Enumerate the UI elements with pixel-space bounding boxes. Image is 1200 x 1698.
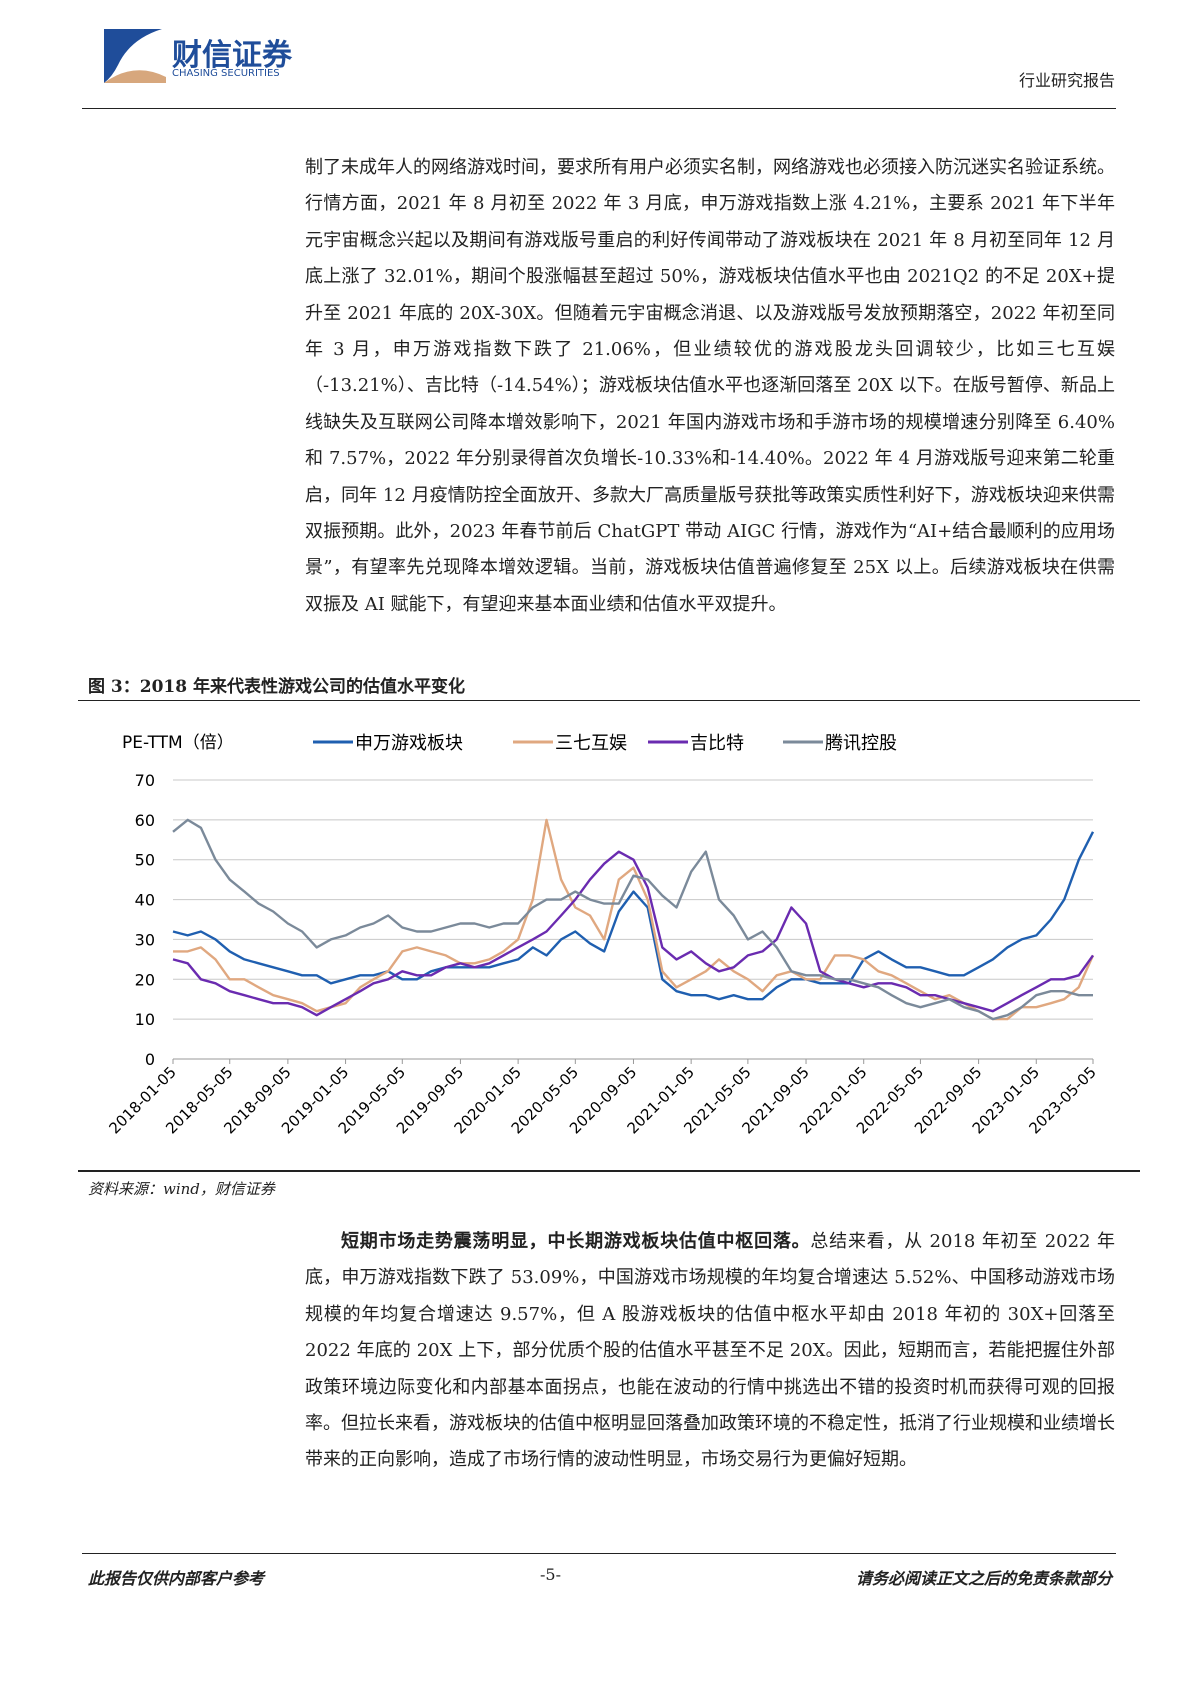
legend-label: 吉比特 xyxy=(690,733,744,754)
figure-top-rule xyxy=(78,700,1140,701)
y-tick-label: 0 xyxy=(145,1050,155,1069)
header-rule xyxy=(82,108,1116,109)
series-line xyxy=(172,831,1095,1001)
legend-label: 申万游戏板块 xyxy=(355,733,463,754)
y-tick-label: 40 xyxy=(135,891,155,910)
y-tick-label: 60 xyxy=(135,811,155,830)
legend-label: 腾讯控股 xyxy=(825,733,897,754)
y-tick-label: 20 xyxy=(135,970,155,989)
paragraph: 短期市场走势震荡明显，中长期游戏板块估值中枢回落。总结来看，从 2018 年初至… xyxy=(305,1224,1115,1479)
chart: PE-TTM（倍）0102030405060702018-01-052018-0… xyxy=(105,733,1099,1137)
paragraph: 制了未成年人的网络游戏时间，要求所有用户必须实名制，网络游戏也必须接入防沉迷实名… xyxy=(305,157,1115,615)
y-tick-label: 70 xyxy=(135,771,155,790)
y-tick-label: 50 xyxy=(135,851,155,870)
paragraph-lead: 短期市场走势震荡明显，中长期游戏板块估值中枢回落。 xyxy=(341,1231,811,1252)
company-name: 财信证券 xyxy=(172,38,292,73)
footer-right: 请务必阅读正文之后的免责条款部分 xyxy=(855,1569,1112,1588)
figure-source: 资料来源：wind，财信证券 xyxy=(88,1180,275,1198)
y-tick-label: 10 xyxy=(135,1010,155,1029)
series-line xyxy=(172,850,1094,1017)
logo-icon xyxy=(104,29,166,83)
report-type: 行业研究报告 xyxy=(1018,71,1115,90)
figure-title: 图 3：2018 年来代表性游戏公司的估值水平变化 xyxy=(88,677,465,697)
series-line xyxy=(173,818,1095,1021)
paragraph-text: 总结来看，从 2018 年初至 2022 年底，申万游戏指数下跌了 53.09%… xyxy=(305,1231,1115,1471)
figure-bottom-rule xyxy=(78,1170,1140,1172)
footer-rule xyxy=(82,1553,1116,1554)
series-line xyxy=(172,818,1093,1021)
page-number: -5- xyxy=(540,1565,561,1584)
y-axis-label: PE-TTM（倍） xyxy=(122,733,234,753)
y-tick-label: 30 xyxy=(135,930,155,949)
company-name-en: CHASING SECURITIES xyxy=(172,68,280,79)
footer-left: 此报告仅供内部客户参考 xyxy=(88,1569,265,1588)
legend-label: 三七互娱 xyxy=(555,733,627,754)
